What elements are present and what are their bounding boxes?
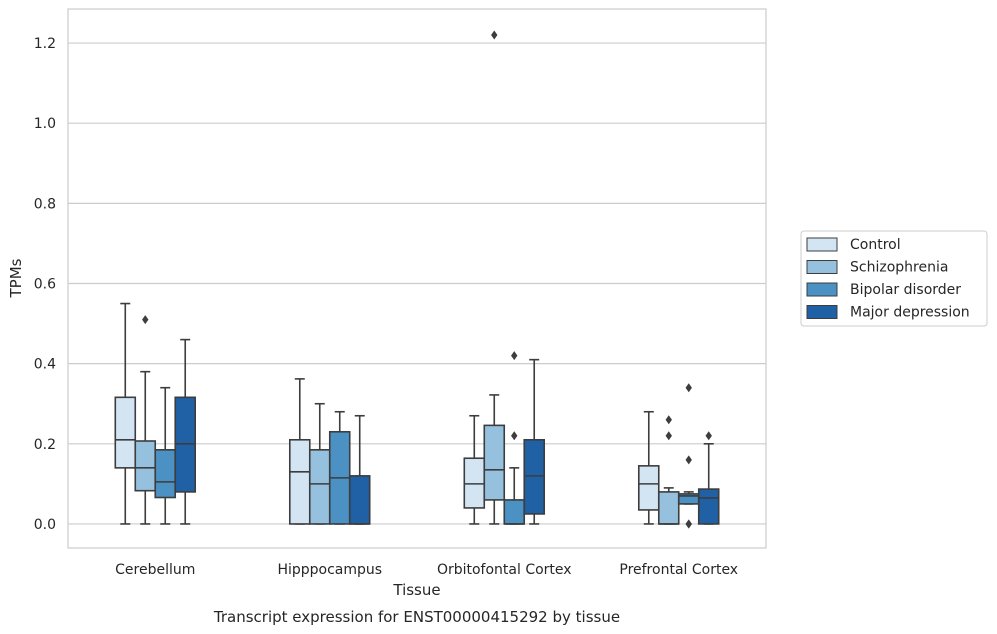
box-body bbox=[483, 424, 506, 501]
legend: Control Schizophrenia Bipolar disorder Majo… bbox=[800, 230, 988, 327]
series-schizophrenia bbox=[134, 30, 680, 525]
box-body bbox=[174, 396, 197, 493]
y-tick-label: 0.0 bbox=[34, 517, 56, 533]
x-tick-label: Cerebellum bbox=[115, 562, 195, 578]
box-group bbox=[677, 383, 700, 529]
legend-frame bbox=[800, 230, 988, 327]
legend-label: Major depression bbox=[850, 305, 970, 321]
x-axis-title: Tissue bbox=[392, 581, 440, 599]
legend-swatch bbox=[806, 305, 838, 319]
y-tick-label: 0.6 bbox=[34, 277, 56, 293]
plot-frame bbox=[67, 8, 767, 549]
outlier-point bbox=[685, 455, 692, 465]
box-body bbox=[637, 465, 660, 511]
legend-label: Control bbox=[850, 237, 901, 253]
box-body bbox=[657, 491, 680, 525]
legend-label: Schizophrenia bbox=[850, 260, 948, 276]
box-group bbox=[288, 378, 311, 525]
box-body bbox=[308, 449, 331, 525]
y-tick-labels: 0.0 0.2 0.4 0.6 0.8 1.0 1.2 bbox=[34, 36, 56, 533]
series-bipolar-disorder bbox=[154, 351, 700, 529]
outlier-point bbox=[665, 431, 672, 441]
y-tick-label: 0.8 bbox=[34, 196, 56, 212]
y-tick-label: 1.0 bbox=[34, 116, 56, 132]
box-group bbox=[174, 338, 197, 525]
x-tick-label: Orbitofontal Cortex bbox=[437, 562, 572, 578]
series-control bbox=[114, 302, 660, 525]
y-tick-label: 0.2 bbox=[34, 437, 56, 453]
y-tick-label: 0.4 bbox=[34, 357, 56, 373]
box-group bbox=[697, 431, 720, 525]
legend-swatch bbox=[806, 237, 838, 252]
box-body bbox=[348, 475, 371, 525]
outlier-point bbox=[685, 383, 692, 393]
legend-swatch bbox=[806, 260, 838, 274]
box-body bbox=[134, 440, 157, 492]
box-group bbox=[134, 315, 157, 525]
outlier-point bbox=[142, 315, 149, 325]
chart-caption: Transcript expression for ENST0000041529… bbox=[213, 608, 620, 626]
box-body bbox=[503, 499, 526, 525]
box-group bbox=[657, 415, 680, 525]
outlier-point bbox=[685, 519, 692, 529]
outlier-point bbox=[705, 431, 712, 441]
legend-label: Bipolar disorder bbox=[850, 282, 961, 298]
box-body bbox=[463, 457, 486, 509]
box-group bbox=[463, 414, 486, 525]
box-group bbox=[503, 351, 526, 525]
box-group bbox=[523, 358, 546, 525]
box-body bbox=[154, 449, 177, 499]
y-tick-label: 1.2 bbox=[34, 36, 56, 52]
outlier-point bbox=[491, 30, 498, 40]
outlier-point bbox=[511, 351, 518, 361]
x-tick-labels: Cerebellum Hipppocampus Orbitofontal Corte… bbox=[115, 562, 738, 578]
series-major-depression bbox=[174, 338, 720, 525]
box-group bbox=[154, 386, 177, 525]
box-group bbox=[637, 410, 660, 525]
box-group bbox=[483, 30, 506, 525]
box-body bbox=[114, 396, 137, 469]
y-axis-title: TPMs bbox=[7, 258, 25, 298]
box-body bbox=[288, 438, 311, 525]
box-body bbox=[697, 488, 720, 525]
x-tick-label: Hipppocampus bbox=[277, 562, 382, 578]
box-series bbox=[114, 30, 720, 529]
outlier-point bbox=[665, 415, 672, 425]
box-group bbox=[114, 302, 137, 525]
box-group bbox=[308, 402, 331, 525]
box-body bbox=[523, 438, 546, 515]
legend-swatch bbox=[806, 282, 838, 297]
box-group bbox=[328, 410, 351, 525]
x-tick-label: Prefrontal Cortex bbox=[619, 562, 738, 578]
outlier-point bbox=[511, 431, 518, 441]
box-group bbox=[348, 414, 371, 525]
